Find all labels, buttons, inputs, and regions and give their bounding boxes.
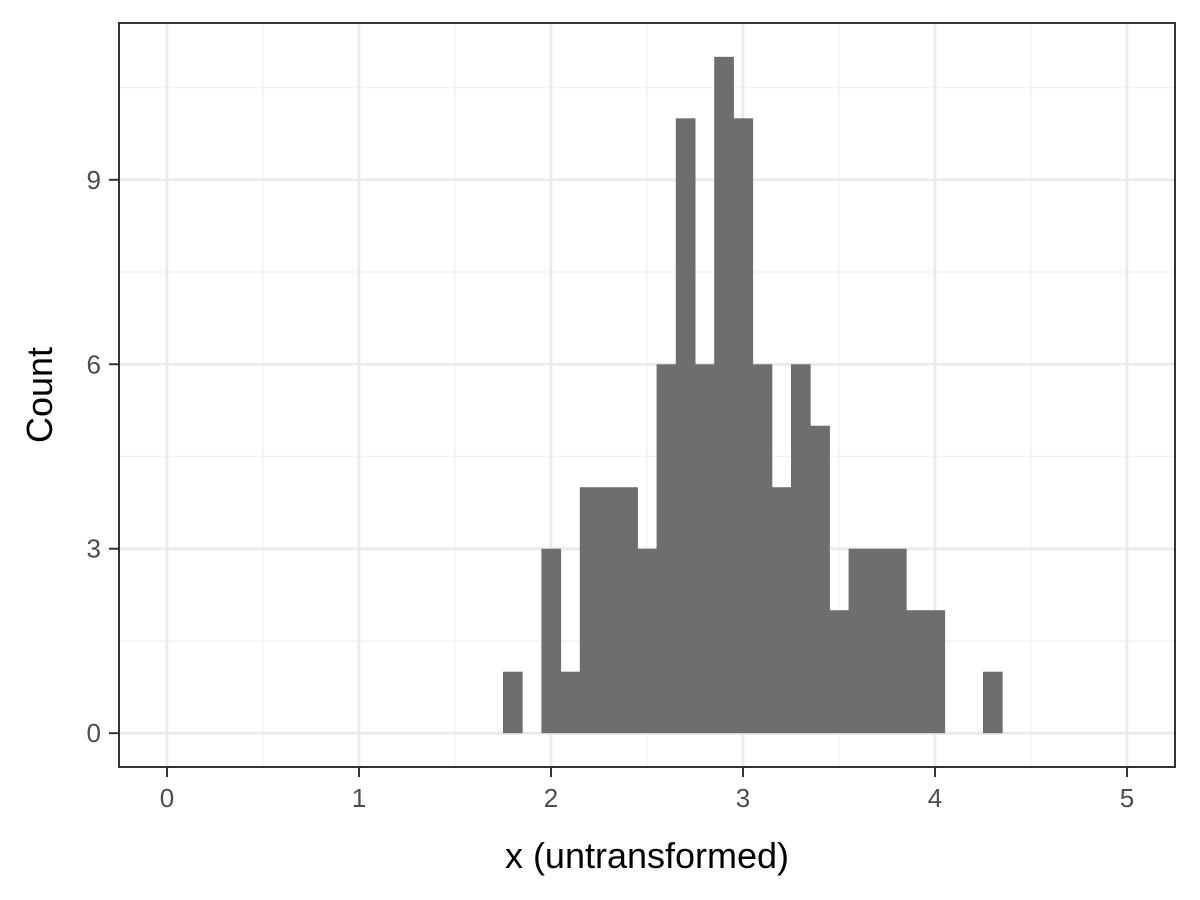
histogram-bar bbox=[829, 610, 850, 734]
histogram-bar bbox=[618, 487, 638, 734]
histogram-bar bbox=[503, 671, 523, 734]
x-tick-label: 4 bbox=[928, 783, 942, 813]
histogram-bar bbox=[791, 364, 811, 734]
x-tick-label: 2 bbox=[544, 783, 558, 813]
histogram-bar bbox=[675, 118, 696, 734]
x-tick-label: 3 bbox=[736, 783, 750, 813]
y-tick-label: 3 bbox=[87, 534, 101, 564]
x-tick-label: 5 bbox=[1120, 783, 1134, 813]
histogram-bar bbox=[560, 671, 581, 734]
y-tick-label: 9 bbox=[87, 165, 101, 195]
histogram-bar bbox=[752, 364, 773, 734]
x-axis-title: x (untransformed) bbox=[505, 835, 789, 876]
histogram-bar bbox=[637, 548, 658, 734]
histogram-bar bbox=[579, 487, 600, 734]
y-axis-title: Count bbox=[19, 347, 60, 443]
histogram-bar bbox=[848, 548, 869, 734]
histogram-bar bbox=[656, 364, 677, 734]
histogram-bar bbox=[733, 118, 754, 734]
histogram-bar bbox=[925, 610, 946, 734]
histogram-bar bbox=[599, 487, 619, 734]
histogram-bar bbox=[695, 364, 715, 734]
x-axis-ticks: 0 1 2 3 4 5 bbox=[160, 767, 1134, 813]
y-tick-label: 0 bbox=[87, 718, 101, 748]
x-tick-label: 0 bbox=[160, 783, 174, 813]
histogram-bar bbox=[983, 671, 1003, 734]
histogram-bar bbox=[541, 548, 562, 734]
y-axis-ticks: 0 3 6 9 bbox=[87, 165, 119, 748]
histogram-bar bbox=[810, 425, 830, 734]
histogram-bars bbox=[503, 56, 1003, 734]
panel-border bbox=[118, 22, 1176, 768]
y-tick-label: 6 bbox=[87, 349, 101, 379]
histogram-bar bbox=[906, 610, 926, 734]
histogram-bar bbox=[887, 548, 907, 734]
histogram-bar bbox=[867, 548, 888, 734]
histogram-bar bbox=[714, 56, 734, 734]
x-tick-label: 1 bbox=[352, 783, 366, 813]
histogram-bar bbox=[771, 487, 792, 734]
